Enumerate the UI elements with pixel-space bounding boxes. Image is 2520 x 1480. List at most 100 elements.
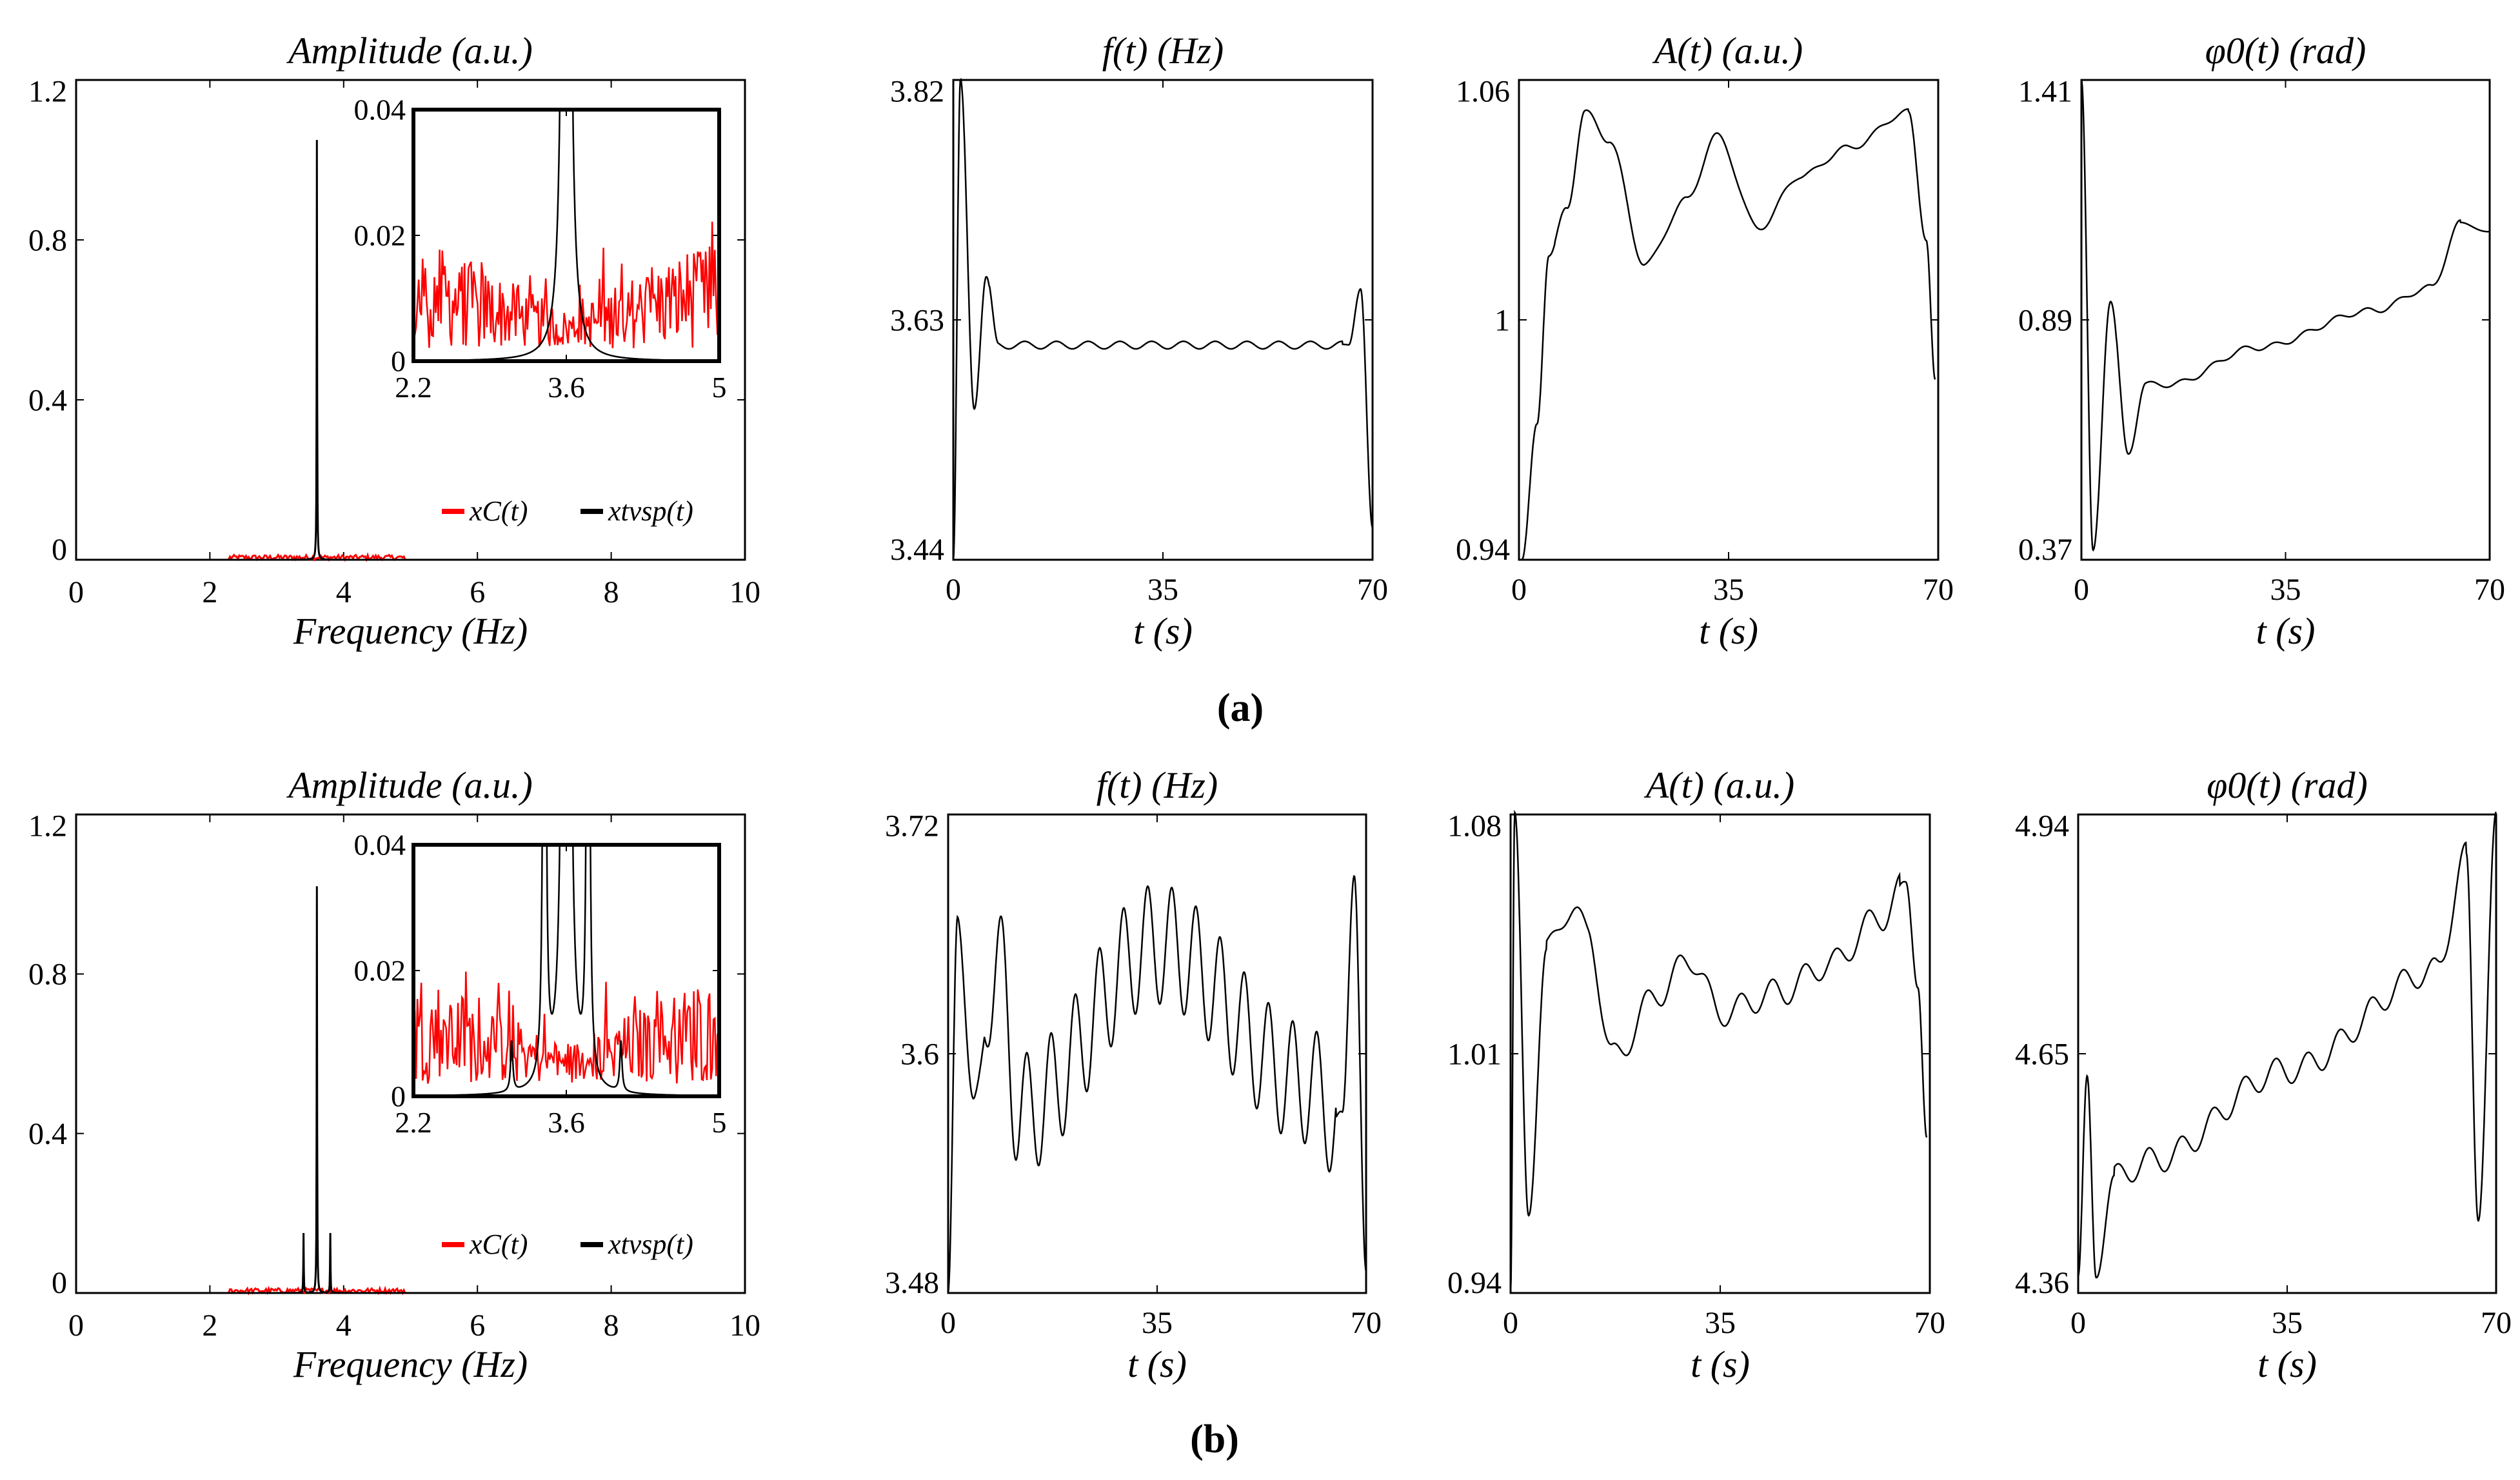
b-spectrum-legend-label-xc: xC(t) <box>469 1228 528 1260</box>
a-freq-frame <box>952 79 1374 561</box>
b-spectrum-inset-xtick-label: 2.2 <box>395 1106 432 1139</box>
b-freq-xlabel: t (s) <box>1127 1343 1187 1385</box>
a-freq-xtick-label: 35 <box>1147 573 1178 607</box>
a-phase-series-line <box>2080 79 2490 552</box>
b-amp-xtick-label: 35 <box>1705 1306 1736 1340</box>
a-spectrum-ytick-label: 0.4 <box>28 383 67 417</box>
a-phase-title: φ0(t) (rad) <box>2205 30 2366 72</box>
a-phase-xtick-label: 35 <box>2270 573 2301 607</box>
a-spectrum-legend-label-xc: xC(t) <box>469 495 528 527</box>
b-freq-xtick-label: 35 <box>1142 1306 1173 1340</box>
a-freq-series-line <box>952 77 1374 560</box>
b-spectrum-inset-xtick-label: 3.6 <box>548 1106 585 1139</box>
a-spectrum-xtick-label: 6 <box>470 575 485 609</box>
b-phase-axes: 0 35 70 4.36 4.65 4.94 φ0(t) (rad) t (s) <box>2015 764 2512 1385</box>
a-phase-ytick-label: 1.41 <box>2018 75 2072 109</box>
b-spectrum-ytick-label: 0.8 <box>28 958 67 992</box>
a-amp-series-line <box>1521 108 1936 560</box>
b-phase-ytick-label: 4.36 <box>2015 1266 2069 1300</box>
b-phase-series-line <box>2077 811 2497 1279</box>
a-spectrum-inset-xtick-label: 3.6 <box>548 371 585 404</box>
a-spectrum-inset-xtick-label: 5 <box>712 371 727 404</box>
b-spectrum-xtick-label: 8 <box>604 1308 619 1343</box>
a-phase-ytick-label: 0.37 <box>2018 533 2072 567</box>
b-freq-title: f(t) (Hz) <box>1096 764 1218 806</box>
b-amp-frame <box>1509 813 1931 1294</box>
b-freq-frame <box>947 813 1367 1294</box>
a-freq-xlabel: t (s) <box>1133 610 1193 652</box>
a-phase-ytick-label: 0.89 <box>2018 303 2072 337</box>
b-spectrum-inset-axes: 2.2 3.6 5 0 0.02 0.04 <box>354 829 727 1139</box>
a-amp-frame <box>1518 79 1940 561</box>
a-amp-ytick-label: 0.94 <box>1456 533 1510 567</box>
b-amp-ytick-label: 0.94 <box>1447 1266 1502 1300</box>
a-phase-frame <box>2080 79 2491 561</box>
a-spectrum-axes: 0 2 4 6 8 10 0 0.4 0.8 1.2 Amplitude (a.u.) Frequen… <box>28 30 760 652</box>
a-phase-xtick-label: 70 <box>2474 573 2505 607</box>
b-spectrum-xtick-label: 6 <box>470 1308 485 1343</box>
b-amp-axes: 0 35 70 0.94 1.01 1.08 A(t) (a.u.) t (s) <box>1447 764 1945 1385</box>
a-spectrum-xtick-label: 0 <box>68 575 84 609</box>
b-spectrum-xtick-label: 0 <box>68 1308 84 1343</box>
a-amp-xtick-label: 35 <box>1713 573 1744 607</box>
b-spectrum-xtick-label: 2 <box>202 1308 217 1343</box>
a-freq-axes: 0 35 70 3.44 3.63 3.82 f(t) (Hz) t (s) <box>890 30 1388 652</box>
b-phase-frame <box>2077 813 2497 1294</box>
b-spectrum-ytick-label: 0 <box>52 1266 67 1300</box>
a-spectrum-xtick-label: 8 <box>604 575 619 609</box>
b-amp-series-line <box>1509 809 1928 1294</box>
b-freq-xtick-label: 0 <box>940 1306 956 1340</box>
a-spectrum-series-xtvsp <box>76 139 745 561</box>
b-amp-xtick-label: 0 <box>1503 1306 1518 1340</box>
a-spectrum-inset-series-xc <box>413 221 719 348</box>
a-amp-title: A(t) (a.u.) <box>1652 30 1803 72</box>
a-freq-xtick-label: 0 <box>946 573 961 607</box>
b-phase-xtick-label: 70 <box>2481 1306 2512 1340</box>
a-spectrum-xlabel: Frequency (Hz) <box>293 610 528 652</box>
b-spectrum-inset-ytick-label: 0.02 <box>354 954 406 987</box>
a-spectrum-ytick-label: 0 <box>52 533 67 567</box>
a-amp-axes: 0 35 70 0.94 1 1.06 A(t) (a.u.) t (s) <box>1456 30 1954 652</box>
a-spectrum-xtick-label: 4 <box>336 575 352 609</box>
b-spectrum-xlabel: Frequency (Hz) <box>293 1343 528 1385</box>
b-spectrum-title: Amplitude (a.u.) <box>286 764 533 806</box>
a-spectrum-inset-xtick-label: 2.2 <box>395 371 432 404</box>
b-spectrum-legend-label-xtvsp: xtvsp(t) <box>608 1228 693 1260</box>
a-spectrum-inset-axes: 2.2 3.6 5 0 0.02 0.04 <box>354 94 727 404</box>
a-amp-xtick-label: 70 <box>1923 573 1954 607</box>
a-amp-ytick-label: 1.06 <box>1456 75 1510 109</box>
a-spectrum-ytick-label: 0.8 <box>28 223 67 257</box>
a-spectrum-inset-ytick-label: 0.02 <box>354 219 406 252</box>
b-spectrum-xtick-label: 10 <box>729 1308 760 1343</box>
b-freq-xtick-label: 70 <box>1351 1306 1382 1340</box>
b-phase-xlabel: t (s) <box>2257 1343 2317 1385</box>
a-freq-ytick-label: 3.44 <box>890 533 944 567</box>
a-phase-xtick-label: 0 <box>2074 573 2089 607</box>
figure-label-b: (b) <box>1190 1417 1239 1461</box>
a-phase-axes: 0 35 70 0.37 0.89 1.41 φ0(t) (rad) t (s) <box>2018 30 2505 652</box>
b-amp-title: A(t) (a.u.) <box>1643 764 1794 806</box>
b-spectrum-series-xtvsp <box>76 886 745 1294</box>
b-amp-xtick-label: 70 <box>1914 1306 1945 1340</box>
a-amp-ytick-label: 1 <box>1494 303 1510 337</box>
a-freq-title: f(t) (Hz) <box>1102 30 1224 72</box>
b-freq-ytick-label: 3.48 <box>885 1266 939 1300</box>
b-phase-title: φ0(t) (rad) <box>2207 764 2368 806</box>
a-freq-ytick-label: 3.63 <box>890 303 944 337</box>
b-freq-ytick-label: 3.72 <box>885 809 939 844</box>
a-spectrum-xtick-label: 2 <box>202 575 217 609</box>
a-phase-xlabel: t (s) <box>2256 610 2316 652</box>
b-spectrum-inset-ytick-label: 0.04 <box>354 829 406 862</box>
b-amp-ytick-label: 1.01 <box>1447 1037 1502 1071</box>
a-spectrum-legend-label-xtvsp: xtvsp(t) <box>608 495 693 527</box>
a-spectrum-inset-ytick-label: 0.04 <box>354 94 406 126</box>
b-phase-ytick-label: 4.65 <box>2015 1037 2069 1071</box>
b-spectrum-inset-xtick-label: 5 <box>712 1106 727 1139</box>
b-spectrum-ytick-label: 0.4 <box>28 1117 67 1151</box>
a-spectrum-xtick-label: 10 <box>729 575 760 609</box>
b-phase-xtick-label: 35 <box>2272 1306 2303 1340</box>
a-freq-ytick-label: 3.82 <box>890 75 944 109</box>
a-freq-xtick-label: 70 <box>1357 573 1388 607</box>
b-spectrum-xtick-label: 4 <box>336 1308 352 1343</box>
